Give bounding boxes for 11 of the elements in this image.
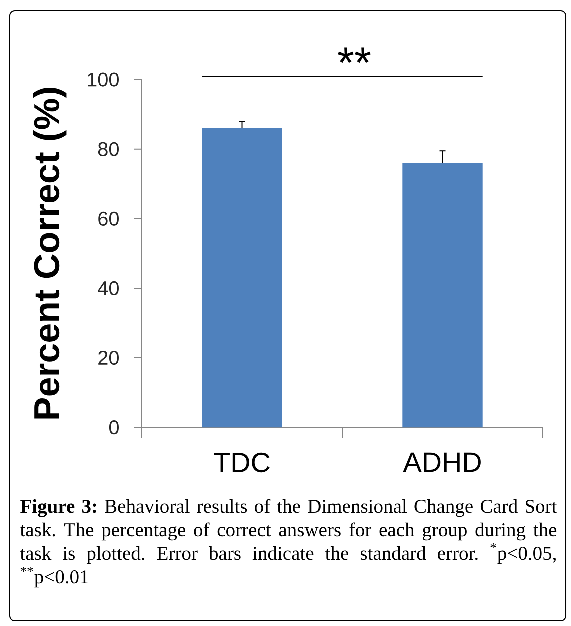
y-tick-label: 40: [98, 281, 119, 296]
y-tick-label: 20: [98, 351, 119, 366]
y-tick-label: 60: [98, 212, 119, 226]
y-axis-title: Percent Correct (%): [33, 88, 67, 419]
y-tick-label: 100: [88, 72, 119, 87]
x-tick-label: TDC: [214, 452, 270, 473]
y-tick-label: 80: [98, 142, 119, 156]
x-tick-label: ADHD: [403, 452, 481, 472]
text: Figure 3: Behavioral results of the Dimensional Change Card Sort task. The percentage of correct answers for each group during the task is plotted. Error bars indicate the standard error. $^{*}$p<0.05, $^{**}$p<0.01: [20, 499, 558, 588]
text: **: [338, 48, 371, 64]
y-tick-label: 0: [109, 420, 119, 435]
